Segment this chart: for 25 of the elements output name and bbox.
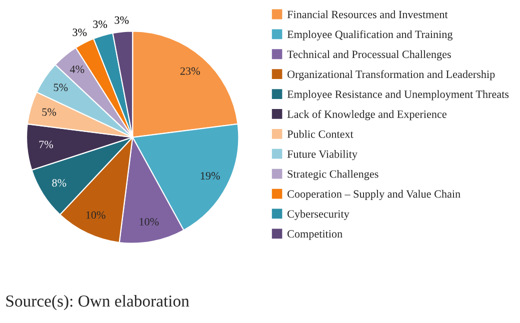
data-label: 3%	[72, 28, 87, 36]
legend-label: Future Viability	[287, 150, 358, 160]
data-label: 10%	[86, 211, 106, 219]
data-label: 5%	[54, 84, 68, 92]
data-label: 5%	[42, 108, 56, 116]
data-label: 3%	[114, 16, 129, 24]
data-label: 10%	[140, 218, 159, 226]
legend-label: Competition	[288, 230, 342, 240]
legend-label: Cybersecurity	[288, 210, 350, 220]
legend-label: Public Context	[287, 130, 354, 138]
legend-label: Lack of Knowledge and Experience	[287, 110, 446, 120]
data-label: 19%	[200, 172, 220, 180]
data-label: 23%	[180, 67, 200, 75]
legend-label: Technical and Processual Challenges	[287, 50, 451, 60]
data-label: 4%	[70, 66, 84, 74]
source-note: Source(s): Own elaboration	[6, 294, 190, 310]
legend-label: Strategic Challenges	[288, 170, 378, 180]
legend-label: Organizational Transformation and Leadership	[288, 70, 495, 80]
legend-label: Employee Qualification and Training	[287, 30, 453, 40]
legend-label: Financial Resources and Investment	[287, 10, 448, 18]
legend-label: Employee Resistance and Unemployment Threats	[287, 90, 509, 100]
legend-label: Cooperation – Supply and Value Chain	[288, 190, 460, 200]
data-label: 8%	[52, 179, 66, 187]
data-label: 3%	[93, 20, 108, 28]
data-label: 7%	[39, 140, 54, 148]
